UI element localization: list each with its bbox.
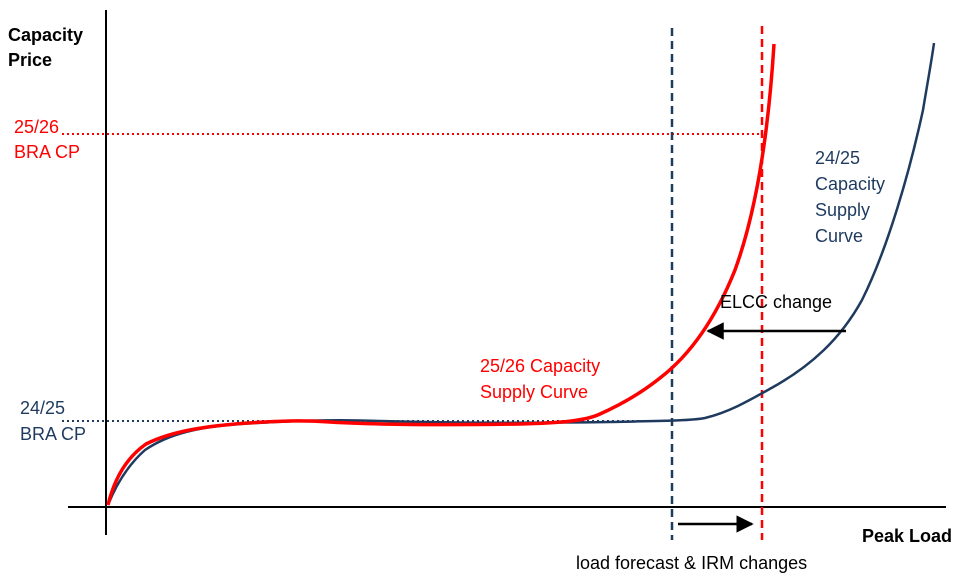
- curve-2425-label-line2: Capacity: [815, 174, 885, 194]
- y-axis-label-line1: Capacity: [8, 25, 83, 45]
- curve-2526-label-line2: Supply Curve: [480, 382, 588, 402]
- y-axis-label-line2: Price: [8, 50, 52, 70]
- curve-2425-supply: [106, 42, 936, 506]
- elcc-change-label: ELCC change: [720, 292, 832, 312]
- bra-2526-label-line1: 25/26: [14, 117, 59, 137]
- curve-2425-label-line3: Supply: [815, 200, 870, 220]
- bra-2425-label-line1: 24/25: [20, 398, 65, 418]
- load-irm-changes-label: load forecast & IRM changes: [576, 553, 807, 573]
- curve-2526-supply: [106, 43, 776, 506]
- curve-2526-label-line1: 25/26 Capacity: [480, 356, 600, 376]
- curve-2425-label-line4: Curve: [815, 226, 863, 246]
- curve-2425-label-line1: 24/25: [815, 148, 860, 168]
- bra-2526-label-line2: BRA CP: [14, 142, 80, 162]
- bra-2425-label-line2: BRA CP: [20, 424, 86, 444]
- x-axis-label: Peak Load: [862, 526, 952, 546]
